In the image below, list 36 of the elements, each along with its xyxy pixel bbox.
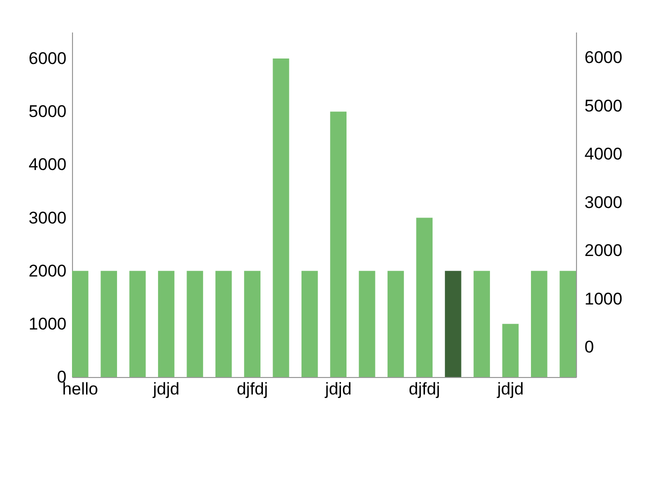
y-tick-label: 6000: [28, 49, 66, 68]
y2-tick-label: 4000: [584, 144, 622, 164]
x-tick-label: djfdj: [236, 380, 268, 398]
x-tick-label: jdjd: [496, 380, 524, 398]
y2-tick-label: 1000: [584, 289, 622, 308]
bar: [129, 270, 146, 377]
x-tick-label: djfdj: [408, 380, 440, 398]
bar: [158, 270, 174, 377]
y2-tick-label: 0: [584, 338, 594, 357]
bar: [272, 58, 290, 377]
bar: [100, 270, 118, 377]
y-tick-label: 5000: [28, 102, 66, 122]
y2-tick-label: 5000: [584, 96, 622, 116]
y-tick-label: 1000: [28, 314, 66, 334]
y2-tick-label: 2000: [584, 241, 622, 260]
x-tick-label: jdjd: [152, 380, 180, 398]
y2-tick-label: 6000: [584, 48, 622, 68]
bar: [530, 270, 548, 377]
y-tick-label: 4000: [28, 155, 66, 174]
bar: [444, 270, 462, 377]
bar: [72, 270, 88, 377]
bar: [388, 270, 404, 377]
y-tick-label: 2000: [28, 261, 66, 280]
bar: [560, 270, 576, 377]
bar: [330, 112, 347, 377]
bar: [186, 270, 204, 377]
bar: [215, 270, 232, 377]
x-tick-label: jdjd: [324, 380, 352, 398]
bar: [502, 324, 519, 377]
y2-tick-label: 3000: [584, 192, 622, 212]
bar: [474, 270, 490, 377]
bar: [416, 218, 433, 377]
bar: [301, 270, 318, 377]
y-tick-label: 3000: [28, 208, 66, 228]
bar: [244, 270, 260, 377]
bar: [358, 270, 376, 377]
